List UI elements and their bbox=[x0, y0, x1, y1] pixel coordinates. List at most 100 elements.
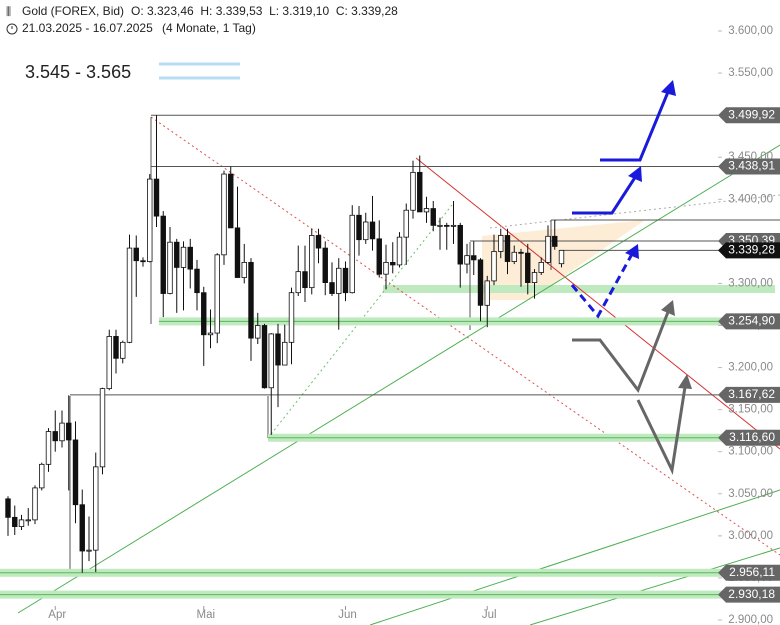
candle-body bbox=[241, 261, 247, 278]
arrowhead bbox=[661, 80, 676, 96]
candle-body bbox=[221, 173, 227, 256]
x-tick-label: Jun bbox=[338, 609, 357, 621]
candle-body bbox=[322, 247, 328, 283]
candle-body bbox=[552, 235, 558, 247]
candle-body bbox=[268, 333, 274, 389]
candle-body bbox=[410, 171, 416, 211]
level-label-box bbox=[718, 242, 780, 259]
level-label: 3.499,92 bbox=[728, 107, 775, 121]
clock-icon bbox=[6, 23, 18, 35]
candle-body bbox=[248, 261, 254, 339]
candle-body bbox=[201, 292, 207, 336]
candle-body bbox=[39, 463, 45, 489]
candle-body bbox=[207, 332, 214, 336]
candle-body bbox=[160, 215, 166, 294]
level-label-box bbox=[718, 158, 780, 175]
level-label: 3.339,28 bbox=[728, 243, 775, 257]
arrow bbox=[636, 386, 687, 475]
candle-body bbox=[255, 325, 261, 339]
candle-body bbox=[59, 422, 65, 442]
candle-body bbox=[369, 221, 376, 240]
y-tick-label: 3.050,00 bbox=[728, 488, 773, 500]
level-label-box bbox=[718, 107, 780, 124]
candle-body bbox=[153, 178, 160, 217]
candle-body bbox=[504, 235, 511, 262]
candles bbox=[5, 115, 565, 573]
scenario-arrows bbox=[570, 80, 692, 475]
period: (4 Monate, 1 Tag) bbox=[162, 21, 256, 35]
arrowhead bbox=[661, 300, 675, 316]
arrow bbox=[600, 91, 670, 162]
levels bbox=[0, 114, 780, 599]
candle-body bbox=[545, 235, 551, 263]
candle-body bbox=[430, 208, 436, 226]
candle-body bbox=[214, 254, 220, 334]
arrow bbox=[570, 253, 634, 319]
trend-line bbox=[529, 547, 780, 625]
candle-body bbox=[228, 173, 234, 229]
arrow bbox=[572, 175, 638, 215]
candle-body bbox=[471, 255, 477, 261]
candle-body bbox=[396, 236, 403, 266]
candle-body bbox=[261, 325, 268, 389]
annotations bbox=[17, 62, 780, 625]
candle-body bbox=[558, 249, 565, 265]
candle-body bbox=[525, 252, 531, 283]
candle-body bbox=[288, 292, 295, 343]
candle-body bbox=[32, 487, 38, 521]
candle-body bbox=[437, 224, 443, 227]
candle-body bbox=[187, 246, 193, 270]
x-tick-label: Jul bbox=[482, 609, 497, 621]
candle-body bbox=[45, 431, 52, 465]
candle-body bbox=[120, 341, 126, 359]
arrowhead bbox=[628, 166, 642, 182]
candle-body bbox=[194, 268, 200, 294]
candle-body bbox=[444, 224, 450, 227]
y-tick-label: 3.400,00 bbox=[728, 193, 773, 205]
candle-body bbox=[282, 341, 288, 366]
trend-line bbox=[489, 194, 780, 229]
y-tick-label: 3.200,00 bbox=[728, 362, 773, 374]
candle-body bbox=[403, 209, 409, 238]
level-label: 3.254,90 bbox=[728, 314, 775, 328]
candle-body bbox=[336, 267, 342, 294]
candle-body bbox=[518, 251, 524, 254]
level-label: 3.167,62 bbox=[728, 387, 775, 401]
candle-body bbox=[423, 208, 430, 213]
y-tick-label: 3.300,00 bbox=[728, 277, 773, 289]
candle-body bbox=[72, 439, 79, 506]
candle-body bbox=[329, 282, 335, 294]
candle-body bbox=[491, 251, 497, 282]
candle-body bbox=[113, 336, 119, 359]
level-label: 3.438,91 bbox=[728, 159, 775, 173]
candle-body bbox=[363, 221, 369, 241]
candle-body bbox=[275, 333, 281, 366]
candle-body bbox=[309, 235, 315, 289]
candle-body bbox=[234, 227, 241, 278]
level-label: 3.116,60 bbox=[729, 430, 775, 444]
candle-body bbox=[12, 516, 18, 528]
candle-body bbox=[106, 336, 112, 390]
y-tick-label: 3.550,00 bbox=[728, 67, 773, 79]
level-label: 2.956,11 bbox=[729, 565, 775, 579]
candle-body bbox=[450, 224, 457, 227]
candle-body bbox=[349, 214, 355, 294]
level-label-box bbox=[718, 564, 780, 581]
y-tick-label: 3.600,00 bbox=[728, 25, 773, 37]
candle-body bbox=[538, 261, 544, 273]
candle-body bbox=[383, 261, 389, 275]
target-annotation: 3.545 - 3.565 bbox=[25, 62, 131, 82]
candle-body bbox=[99, 388, 106, 468]
candle-body bbox=[86, 549, 92, 552]
chart-title: Gold (FOREX, Bid) bbox=[22, 4, 124, 18]
candle-body bbox=[174, 241, 180, 268]
candle-body bbox=[315, 235, 322, 249]
ohlc: O: 3.323,46 H: 3.339,53 L: 3.319,10 C: 3… bbox=[131, 4, 398, 18]
candle-body bbox=[79, 504, 85, 552]
candle-body bbox=[126, 247, 133, 343]
trend-line bbox=[415, 157, 780, 450]
candle-body bbox=[180, 246, 187, 268]
candle-body bbox=[302, 271, 308, 289]
candle-body bbox=[356, 214, 362, 241]
